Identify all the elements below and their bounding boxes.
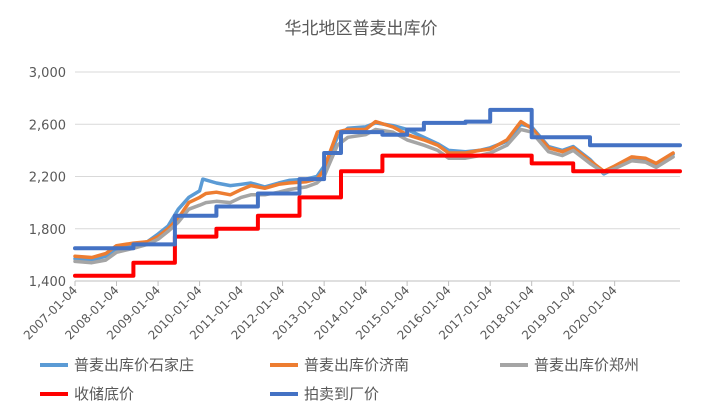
legend-label-0: 普麦出库价石家庄 xyxy=(74,356,194,374)
plot-series xyxy=(73,107,682,278)
chart-title: 华北地区普麦出库价 xyxy=(285,19,438,39)
series-line-3 xyxy=(73,153,682,278)
y-tick-label: 1,800 xyxy=(29,223,66,238)
y-tick-label: 1,400 xyxy=(29,275,66,290)
y-tick-label: 2,200 xyxy=(29,171,66,186)
legend-label-2: 普麦出库价郑州 xyxy=(534,356,639,374)
series-line-4 xyxy=(73,107,682,251)
legend-label-3: 收储底价 xyxy=(74,385,134,403)
y-tick-label: 3,000 xyxy=(29,66,66,81)
legend-label-1: 普麦出库价济南 xyxy=(304,356,409,374)
y-tick-label: 2,600 xyxy=(29,118,66,133)
legend-label-4: 拍卖到厂价 xyxy=(304,385,379,403)
y-axis-ticks: 1,400 1,800 2,200 2,600 3,000 xyxy=(29,66,66,290)
